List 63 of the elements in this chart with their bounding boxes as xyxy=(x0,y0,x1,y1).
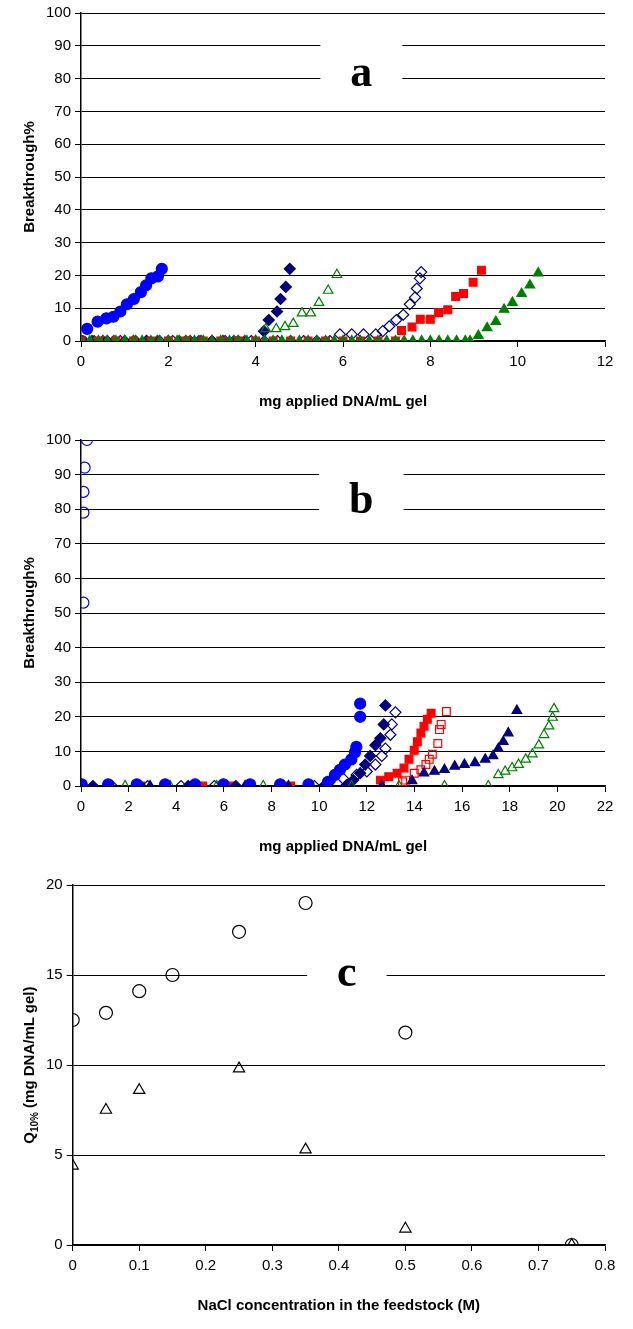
y-tick-label: 0 xyxy=(62,776,72,794)
x-tick-label: 0.8 xyxy=(594,1256,616,1274)
y-tick-label: 20 xyxy=(54,706,72,724)
x-tick-label: 8 xyxy=(426,352,435,370)
x-tick-label: 0.1 xyxy=(128,1256,150,1274)
annotation: b xyxy=(349,474,374,524)
x-axis-title: mg applied DNA/mL gel xyxy=(258,837,428,855)
x-tick-label: 4 xyxy=(251,352,260,370)
y-tick-label: 90 xyxy=(54,35,72,53)
x-tick-label: 0.3 xyxy=(261,1256,283,1274)
x-tick-label: 10 xyxy=(509,352,527,370)
x-tick-label: 8 xyxy=(267,797,276,815)
annotation: a xyxy=(350,47,373,97)
y-tick-label: 10 xyxy=(54,741,72,759)
y-tick-label: 60 xyxy=(54,568,72,586)
x-tick-label: 6 xyxy=(219,797,229,815)
y-tick-label: 70 xyxy=(54,101,72,119)
x-tick-label: 6 xyxy=(338,352,348,370)
y-tick-label: 10 xyxy=(46,1055,63,1073)
x-tick-label: 18 xyxy=(501,797,519,815)
annotation: c xyxy=(337,947,357,997)
y-tick-label: 100 xyxy=(46,430,72,448)
y-tick-label: 100 xyxy=(46,3,72,21)
x-axis-title: NaCl concentration in the feedstock (M) xyxy=(197,1296,481,1314)
y-tick-label: 15 xyxy=(46,965,63,983)
y-tick-label: 40 xyxy=(54,637,72,655)
x-tick-label: 20 xyxy=(549,797,566,815)
y-tick-label: 20 xyxy=(46,875,63,893)
x-tick-label: 16 xyxy=(453,797,471,815)
y-tick-label: 40 xyxy=(54,199,72,217)
y-tick-label: 0 xyxy=(62,331,72,349)
x-tick-label: 0 xyxy=(76,352,86,370)
y-tick-label: 60 xyxy=(54,134,72,152)
y-axis-title: Breakthrough% xyxy=(20,121,38,233)
y-tick-label: 90 xyxy=(54,464,72,482)
x-tick-label: 0 xyxy=(76,797,86,815)
y-tick-label: 80 xyxy=(54,68,72,86)
y-tick-label: 0 xyxy=(54,1235,63,1253)
x-tick-label: 2 xyxy=(164,352,173,370)
x-tick-label: 14 xyxy=(406,797,423,815)
y-tick-label: 50 xyxy=(54,167,72,185)
x-tick-label: 0.2 xyxy=(195,1256,217,1274)
x-axis-title: mg applied DNA/mL gel xyxy=(258,392,428,410)
x-tick-label: 12 xyxy=(596,352,614,370)
y-tick-label: 5 xyxy=(54,1145,63,1163)
y-tick-label: 10 xyxy=(54,298,72,316)
y-tick-label: 50 xyxy=(54,603,72,621)
y-tick-label: 80 xyxy=(54,499,72,517)
x-tick-label: 2 xyxy=(124,797,133,815)
x-tick-label: 12 xyxy=(358,797,376,815)
y-tick-label: 30 xyxy=(54,672,72,690)
x-tick-label: 0.7 xyxy=(528,1256,549,1274)
x-tick-label: 4 xyxy=(172,797,181,815)
x-tick-label: 22 xyxy=(596,797,614,815)
x-tick-label: 0.5 xyxy=(394,1256,416,1274)
x-tick-label: 10 xyxy=(310,797,328,815)
x-tick-label: 0.6 xyxy=(461,1256,483,1274)
y-tick-label: 70 xyxy=(54,533,72,551)
y-tick-label: 30 xyxy=(54,232,72,250)
y-axis-title: Q10% (mg DNA/mL gel) xyxy=(20,986,40,1144)
y-axis-title: Breakthrough% xyxy=(20,557,38,669)
x-tick-label: 0.4 xyxy=(328,1256,350,1274)
y-tick-label: 20 xyxy=(54,265,72,283)
